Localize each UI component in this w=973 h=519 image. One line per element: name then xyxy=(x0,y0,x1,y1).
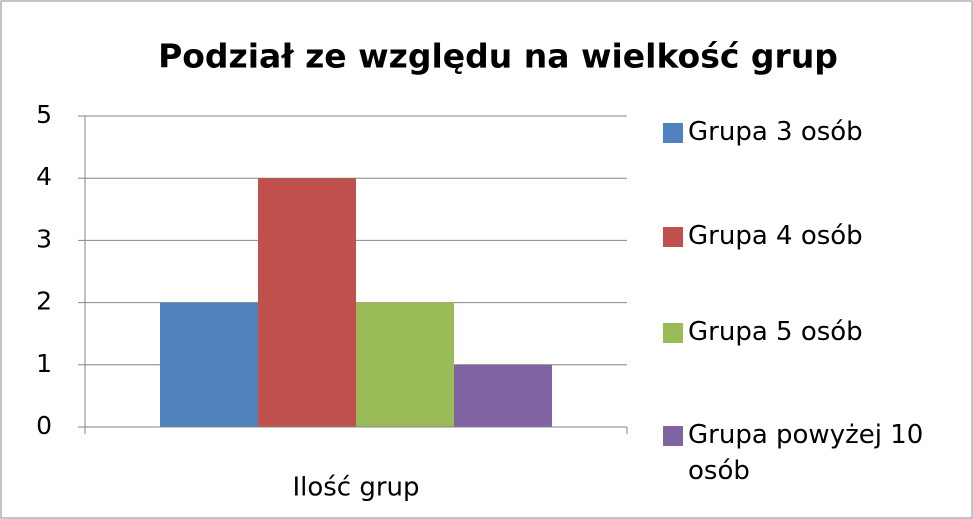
bar xyxy=(454,364,552,427)
bar xyxy=(160,302,258,427)
bar xyxy=(356,302,454,427)
chart-title: Podział ze względu na wielkość grup xyxy=(158,37,838,76)
y-tick-label: 0 xyxy=(36,411,52,440)
legend-label: Grupa powyżej 10 osób xyxy=(688,420,924,486)
y-tick-label: 4 xyxy=(36,162,52,191)
y-tick-label: 1 xyxy=(36,349,52,378)
y-tick-label: 2 xyxy=(36,287,52,316)
legend-label: Grupa 4 osób xyxy=(688,221,863,251)
y-tick-label: 5 xyxy=(36,100,52,129)
bar xyxy=(258,178,356,427)
legend-swatch xyxy=(663,426,683,446)
legend-label: Grupa 5 osób xyxy=(688,317,863,347)
legend-swatch xyxy=(663,323,683,343)
y-tick-label: 3 xyxy=(36,224,52,253)
x-tick-label: Ilość grup xyxy=(292,473,419,503)
legend-swatch xyxy=(663,123,683,143)
legend-label: Grupa 3 osób xyxy=(688,117,863,147)
legend-swatch xyxy=(663,227,683,247)
